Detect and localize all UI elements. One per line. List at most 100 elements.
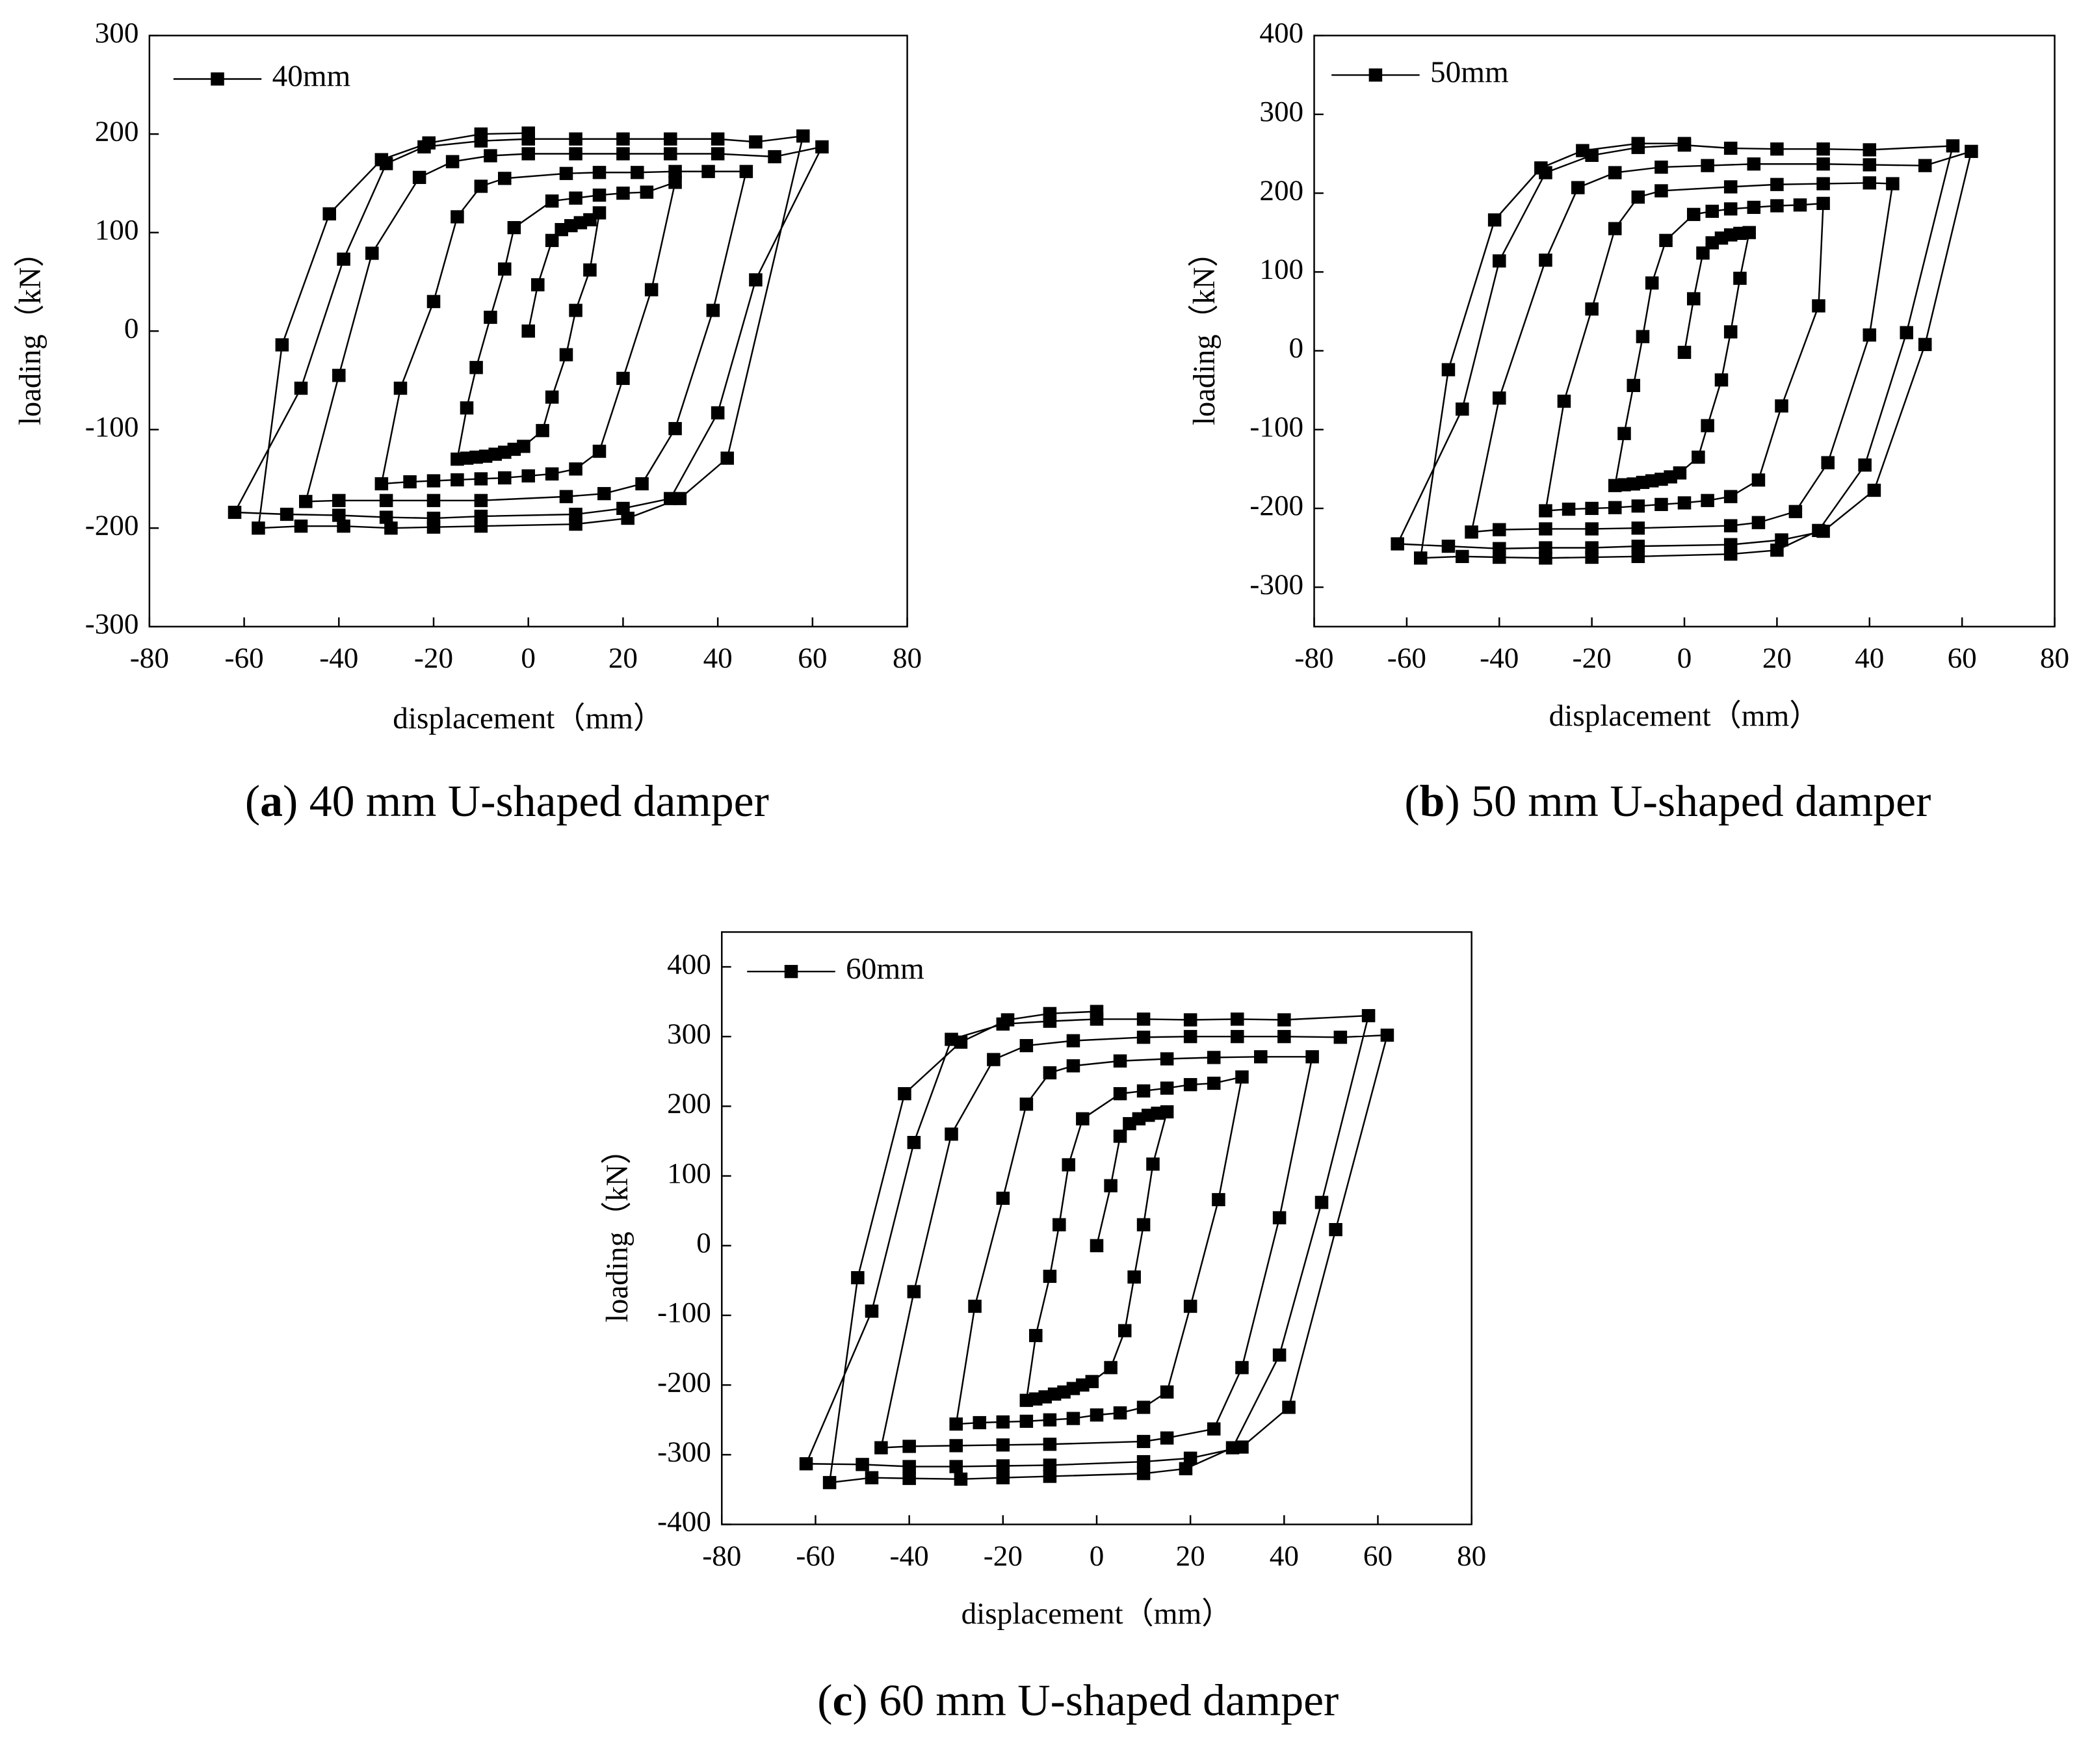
x-tick-label: 0	[521, 642, 536, 674]
data-marker	[412, 170, 426, 184]
data-marker	[1380, 1028, 1394, 1042]
data-marker	[1493, 550, 1506, 564]
data-marker	[822, 1476, 837, 1490]
y-tick-label: -100	[85, 410, 139, 443]
y-tick-label: 100	[667, 1157, 711, 1189]
x-tick-label: 80	[1457, 1540, 1486, 1572]
data-marker	[1066, 1059, 1080, 1073]
data-marker	[907, 1285, 921, 1298]
data-marker	[1733, 271, 1747, 285]
y-tick-label: 300	[95, 16, 139, 49]
data-marker	[907, 1136, 921, 1150]
y-tick-label: 100	[1259, 253, 1303, 285]
data-marker	[545, 390, 559, 404]
data-marker	[1539, 541, 1552, 555]
x-tick-label: 60	[1363, 1540, 1392, 1572]
data-marker	[1585, 522, 1599, 536]
data-marker	[1043, 1413, 1057, 1427]
data-marker	[1701, 494, 1714, 507]
data-marker	[379, 494, 393, 507]
data-marker	[996, 1191, 1010, 1205]
data-marker	[1361, 1008, 1376, 1023]
caption-part: ) 60 mm U-shaped damper	[852, 1675, 1339, 1724]
data-marker	[426, 520, 441, 534]
data-marker	[902, 1460, 916, 1473]
data-marker	[1127, 1270, 1141, 1284]
data-marker	[365, 246, 379, 260]
y-tick-label: 400	[667, 948, 711, 981]
caption-part: ) 50 mm U-shaped damper	[1445, 776, 1931, 825]
data-marker	[1608, 166, 1622, 179]
data-marker	[1136, 1012, 1151, 1026]
data-marker	[337, 252, 350, 266]
data-marker	[1019, 1414, 1034, 1428]
data-marker	[1282, 1401, 1296, 1414]
legend-marker	[1368, 68, 1383, 82]
data-marker	[507, 220, 521, 235]
data-marker	[664, 147, 677, 161]
data-marker	[1723, 490, 1738, 503]
y-tick-label: 300	[667, 1018, 711, 1050]
data-marker	[1113, 1054, 1127, 1068]
data-marker	[635, 477, 649, 491]
data-marker	[1113, 1406, 1127, 1420]
data-marker	[1562, 502, 1576, 516]
data-marker	[1090, 1005, 1104, 1018]
x-axis-label: displacement（mm）	[1549, 699, 1820, 733]
y-axis-label: loading（kN）	[601, 1134, 634, 1323]
data-marker	[1183, 1299, 1197, 1313]
data-marker	[1235, 1070, 1249, 1084]
x-tick-label: 80	[2040, 642, 2069, 674]
data-marker	[569, 462, 582, 476]
data-marker	[640, 185, 654, 199]
legend-label: 50mm	[1430, 55, 1509, 89]
data-marker	[616, 186, 630, 200]
data-marker	[996, 1438, 1010, 1452]
data-marker	[616, 371, 630, 386]
caption-part: ) 40 mm U-shaped damper	[283, 776, 769, 825]
data-marker	[1863, 158, 1877, 172]
x-tick-label: -60	[1387, 642, 1426, 674]
data-marker	[1136, 1218, 1151, 1231]
data-marker	[1900, 326, 1913, 339]
data-marker	[545, 233, 559, 247]
data-marker	[1160, 1081, 1174, 1095]
legend-marker	[211, 72, 224, 86]
data-marker	[559, 348, 573, 362]
data-marker	[393, 381, 408, 395]
data-marker	[1723, 141, 1738, 155]
data-marker	[1207, 1422, 1221, 1436]
data-marker	[668, 422, 682, 436]
x-tick-label: -40	[319, 642, 358, 674]
data-marker	[856, 1458, 869, 1471]
data-marker	[949, 1460, 963, 1473]
caption-part: (	[1404, 776, 1419, 825]
data-marker	[1571, 181, 1585, 194]
data-marker	[902, 1471, 916, 1485]
data-marker	[711, 132, 725, 146]
chart-panel: -80 -60 -40 -20 0 20 40 60 80-400-300-200-100010…	[601, 931, 1486, 1725]
data-marker	[1631, 549, 1645, 563]
data-marker	[583, 263, 597, 277]
data-marker	[1816, 177, 1830, 191]
data-marker	[1677, 137, 1692, 150]
y-tick-label: 0	[1289, 332, 1304, 364]
legend-marker	[784, 965, 798, 979]
data-marker	[1723, 547, 1738, 561]
data-marker	[1212, 1192, 1225, 1207]
data-marker	[1608, 222, 1622, 235]
data-marker	[996, 1459, 1010, 1473]
data-marker	[1723, 180, 1738, 194]
caption-part: c	[832, 1675, 852, 1724]
x-tick-label: 80	[893, 642, 922, 674]
x-tick-label: -80	[1294, 642, 1333, 674]
data-marker	[706, 304, 720, 317]
data-marker	[1146, 1157, 1160, 1171]
data-marker	[949, 1439, 963, 1453]
data-marker	[484, 149, 497, 163]
data-marker	[1631, 499, 1645, 513]
data-marker	[592, 206, 607, 220]
data-marker	[1136, 1084, 1151, 1098]
data-marker	[701, 165, 715, 178]
data-marker	[474, 179, 488, 193]
